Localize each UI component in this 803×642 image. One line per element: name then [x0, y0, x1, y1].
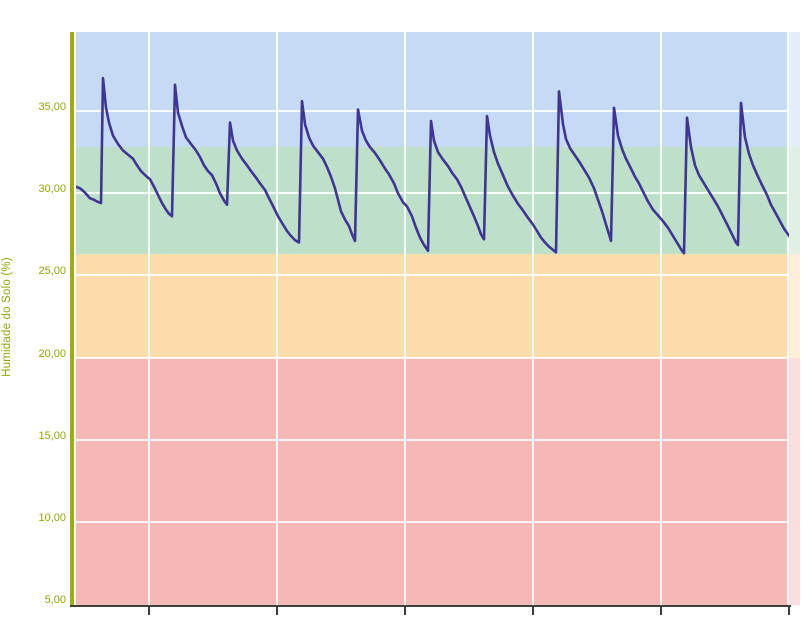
- y-tick-label-25: 25,00: [38, 265, 66, 278]
- plot-edge-fade: [789, 32, 800, 605]
- x-axis-tick: [532, 606, 534, 615]
- y-tick-label-10: 10,00: [38, 511, 66, 524]
- gridline-h-25: [76, 274, 789, 277]
- soil-moisture-polyline: [76, 76, 789, 255]
- gridline-h-35: [76, 110, 789, 113]
- x-axis-tick: [148, 606, 150, 615]
- gridline-v: [660, 32, 662, 605]
- x-axis-tick: [660, 606, 662, 615]
- gridline-h-10: [76, 520, 789, 523]
- band-green: [76, 147, 800, 255]
- x-axis-tick: [404, 606, 406, 615]
- x-axis-tick: [276, 606, 278, 615]
- gridline-v: [276, 32, 278, 605]
- gridline-h-20: [76, 356, 789, 359]
- x-axis-line: [70, 605, 791, 607]
- gridline-h-15: [76, 438, 789, 441]
- band-blue: [76, 32, 800, 148]
- y-tick-label-30: 30,00: [38, 183, 66, 196]
- band-orange: [76, 254, 800, 358]
- threshold-bands: [76, 32, 800, 605]
- band-red: [76, 357, 800, 605]
- x-axis-tick: [788, 606, 790, 615]
- y-axis-line: [70, 32, 74, 605]
- gridline-v: [404, 32, 406, 605]
- gridline-v: [148, 32, 150, 605]
- gridline-v: [532, 32, 534, 605]
- y-tick-label-20: 20,00: [38, 347, 66, 360]
- y-tick-label-5: 5,00: [44, 594, 66, 606]
- y-axis-title: Humidade do Solo (%): [1, 257, 13, 377]
- y-tick-label-35: 35,00: [38, 101, 66, 114]
- y-tick-label-15: 15,00: [38, 429, 66, 442]
- gridline-v: [787, 32, 789, 605]
- moisture-line-series: [76, 76, 789, 255]
- plot-area: [76, 32, 789, 605]
- gridline-h-30: [76, 192, 789, 195]
